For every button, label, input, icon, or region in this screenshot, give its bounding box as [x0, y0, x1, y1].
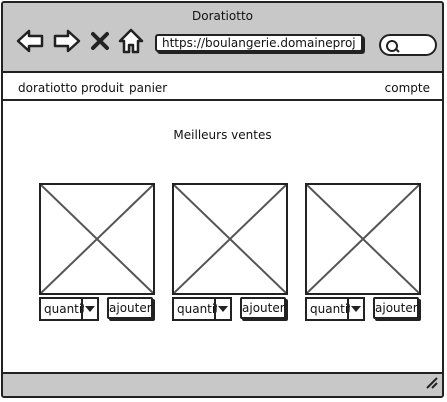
stop-button[interactable] [89, 27, 111, 55]
dropdown-arrow[interactable] [347, 299, 363, 319]
chevron-down-icon [218, 306, 228, 312]
search-box[interactable] [379, 34, 437, 56]
home-icon [118, 28, 144, 54]
quantity-select[interactable]: quantité [172, 297, 232, 321]
back-button[interactable] [15, 27, 45, 55]
quantity-label: quantité [44, 302, 84, 316]
browser-window: Doratiotto https://boulangerie.domainepr… [1, 1, 444, 398]
right-arrow-icon [53, 29, 81, 53]
left-arrow-icon [16, 29, 44, 53]
resize-grip-icon [426, 377, 438, 389]
quantity-label: quantité [310, 302, 350, 316]
add-to-cart-button[interactable]: ajouter [373, 297, 419, 319]
add-to-cart-button[interactable]: ajouter [240, 297, 286, 319]
chevron-down-icon [351, 306, 361, 312]
menu-item-panier[interactable]: panier [129, 81, 168, 95]
address-bar[interactable]: https://boulangerie.domaineproj [155, 34, 363, 52]
close-x-icon [91, 32, 109, 50]
chevron-down-icon [85, 306, 95, 312]
status-bar [3, 372, 442, 396]
dropdown-arrow[interactable] [214, 299, 230, 319]
search-icon [386, 40, 400, 53]
product-image [305, 183, 421, 295]
resize-handle[interactable] [424, 374, 438, 393]
quantity-label: quantité [177, 302, 217, 316]
best-sellers-heading: Meilleurs ventes [173, 128, 272, 142]
menu-bar: doratiotto produit panier compte [3, 73, 442, 101]
menu-item-compte[interactable]: compte [384, 81, 430, 95]
dropdown-arrow[interactable] [81, 299, 97, 319]
product-image [39, 183, 155, 295]
image-placeholder-icon [174, 185, 286, 293]
title-bar: Doratiotto https://boulangerie.domainepr… [3, 3, 442, 73]
quantity-select[interactable]: quantité [39, 297, 99, 321]
url-text: https://boulangerie.domaineproj [162, 36, 356, 50]
menu-item-doratiotto[interactable]: doratiotto [18, 81, 78, 95]
menu-item-produit[interactable]: produit [81, 81, 124, 95]
image-placeholder-icon [307, 185, 419, 293]
home-button[interactable] [117, 27, 147, 55]
window-title: Doratiotto [191, 9, 253, 23]
forward-button[interactable] [52, 27, 82, 55]
add-to-cart-button[interactable]: ajouter [107, 297, 153, 319]
image-placeholder-icon [41, 185, 153, 293]
quantity-select[interactable]: quantité [305, 297, 365, 321]
product-image [172, 183, 288, 295]
